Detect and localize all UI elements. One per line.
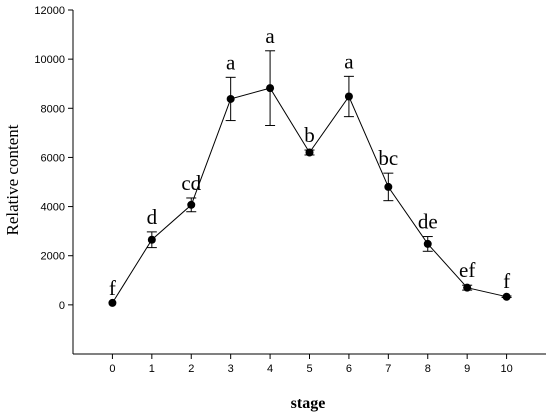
significance-letter: de — [418, 210, 438, 234]
x-tick-label: 5 — [306, 363, 312, 375]
y-tick-label: 10000 — [34, 54, 65, 66]
significance-letter: a — [344, 49, 354, 73]
ticks: 0 2000 4000 6000 8000 10000 12000 0 1 2 3 4 5 6 7 8 9 10 — [34, 5, 512, 375]
data-point — [423, 239, 432, 248]
significance-letter: bc — [378, 146, 398, 170]
significance-letter: a — [265, 24, 275, 48]
x-tick-label: 8 — [425, 363, 431, 375]
x-tick-label: 4 — [267, 363, 273, 375]
x-axis-title: stage — [291, 395, 326, 412]
data-point — [305, 148, 314, 157]
y-tick-label: 4000 — [41, 202, 65, 214]
x-tick-label: 7 — [385, 363, 391, 375]
data-point — [147, 235, 156, 244]
x-tick-label: 9 — [464, 363, 470, 375]
x-tick-label: 3 — [228, 363, 234, 375]
series — [108, 50, 512, 307]
significance-letter: b — [304, 123, 315, 147]
y-tick-label: 0 — [59, 300, 65, 312]
significance-letter: ef — [459, 258, 475, 282]
x-tick-label: 0 — [109, 363, 115, 375]
significance-letter: f — [503, 269, 510, 293]
significance-letter: cd — [181, 171, 201, 195]
y-tick-label: 8000 — [41, 103, 65, 115]
data-point — [108, 298, 117, 307]
x-tick-label: 10 — [500, 363, 512, 375]
data-point — [266, 84, 275, 93]
significance-letter: a — [226, 50, 236, 74]
series-line — [111, 87, 507, 304]
y-axis-title: Relative content — [3, 124, 22, 235]
data-point — [344, 92, 353, 101]
y-tick-label: 2000 — [41, 251, 65, 263]
data-point — [463, 283, 472, 292]
x-tick-label: 1 — [149, 363, 155, 375]
x-tick-label: 6 — [346, 363, 352, 375]
axes — [72, 10, 546, 355]
y-tick-label: 6000 — [41, 152, 65, 164]
data-point — [187, 200, 196, 209]
significance-letter: f — [109, 276, 116, 300]
data-point — [226, 94, 235, 103]
data-point — [502, 292, 511, 301]
significance-letter: d — [147, 205, 158, 229]
x-tick-label: 2 — [188, 363, 194, 375]
y-tick-label: 12000 — [34, 5, 65, 17]
data-point — [384, 182, 393, 191]
